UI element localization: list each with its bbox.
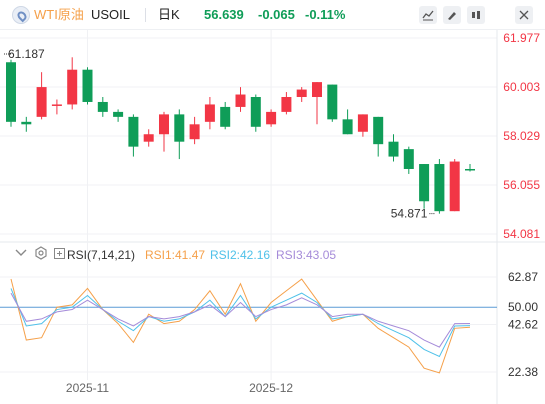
rsi-series-line-1 — [10, 278, 471, 374]
candle-body — [373, 116, 384, 145]
candle-body — [6, 62, 16, 122]
collapse-icon — [15, 249, 27, 256]
rsi-series-line-3 — [10, 292, 471, 348]
collapse-button[interactable] — [14, 246, 28, 260]
candle-body — [312, 82, 322, 98]
candle-body — [36, 87, 47, 117]
high-annotation: 61.187 — [8, 47, 45, 61]
candle-body — [403, 149, 414, 169]
candles: 61.187 54.871 — [4, 47, 475, 221]
candle-body — [82, 69, 93, 102]
candle-body — [419, 164, 430, 202]
candle-body — [465, 168, 475, 171]
candle-body — [266, 111, 277, 125]
indicator-name[interactable]: RSI(7,14,21) — [67, 248, 136, 262]
symbol-code[interactable]: USOIL — [91, 7, 131, 22]
rsi3-value: RSI3:43.05 — [276, 248, 337, 262]
rsi-lines — [10, 278, 471, 374]
line-style-icon — [422, 10, 434, 21]
candle-body — [327, 84, 338, 120]
x-tick-label: 2025-11 — [66, 381, 109, 395]
candle-body — [342, 119, 353, 135]
y-tick-label: 56.055 — [503, 178, 540, 192]
candle-body — [388, 141, 399, 157]
line-style-button[interactable] — [419, 6, 437, 24]
low-annotation: 54.871 — [391, 207, 428, 221]
header-divider — [145, 8, 146, 22]
fullscreen-icon — [519, 10, 529, 20]
y-tick-label: 61.977 — [503, 31, 540, 45]
candle-body — [296, 89, 307, 98]
settings-button[interactable] — [34, 246, 48, 260]
rsi-grid: 62.87 50.00 42.62 22.38 2025-11 2025-12 — [0, 270, 538, 395]
main-grid: 61.977 60.003 58.029 56.055 54.081 — [0, 30, 545, 404]
y-tick-label: 54.081 — [503, 227, 540, 241]
candle-body — [51, 104, 62, 106]
price-change: -0.065 — [258, 7, 295, 22]
candle-body — [143, 134, 154, 142]
candle-body — [357, 114, 368, 132]
period-selector[interactable]: 日K — [158, 7, 180, 22]
price-change-pct: -0.11% — [305, 7, 346, 22]
y-tick-label: 58.029 — [503, 129, 540, 143]
last-price: 56.639 — [204, 7, 244, 22]
y-tick-label: 60.003 — [503, 80, 540, 94]
settings-icon — [35, 246, 47, 260]
indicator-button[interactable] — [467, 6, 485, 24]
symbol-name[interactable]: WTI原油 — [34, 7, 84, 22]
expand-indicator-button[interactable] — [54, 248, 65, 259]
rsi2-value: RSI2:42.16 — [210, 248, 271, 262]
candle-body — [159, 114, 169, 135]
candle-body — [281, 97, 292, 112]
chart-header: WTI原油 USOIL 日K 56.639 -0.065 -0.11% RSI(… — [0, 0, 545, 262]
rsi1-value: RSI1:41.47 — [145, 248, 206, 262]
candle-body — [449, 161, 460, 212]
candle-body — [67, 69, 78, 105]
rsi-y-tick-label: 62.87 — [508, 270, 538, 284]
candle-body — [21, 121, 32, 125]
candle-body — [204, 104, 215, 122]
candle-body — [250, 97, 261, 127]
symbol-icon[interactable] — [12, 6, 30, 24]
rsi-y-tick-label: 22.38 — [508, 365, 538, 379]
candle-body — [189, 124, 200, 140]
candle-body — [220, 106, 231, 127]
draw-button[interactable] — [443, 6, 461, 24]
candle-body — [97, 101, 108, 112]
candle-body — [128, 116, 139, 147]
candle-body — [174, 114, 185, 142]
candle-body — [113, 111, 124, 117]
rsi-y-tick-label: 42.62 — [508, 318, 538, 332]
draw-icon — [448, 12, 456, 20]
candle-body — [235, 94, 246, 107]
rsi-series-line-2 — [10, 288, 471, 358]
rsi-y-tick-label: 50.00 — [508, 300, 538, 314]
indicator-icon — [472, 11, 480, 19]
candle-body — [434, 164, 445, 212]
fullscreen-button[interactable] — [515, 6, 533, 24]
x-tick-label: 2025-12 — [249, 381, 293, 395]
